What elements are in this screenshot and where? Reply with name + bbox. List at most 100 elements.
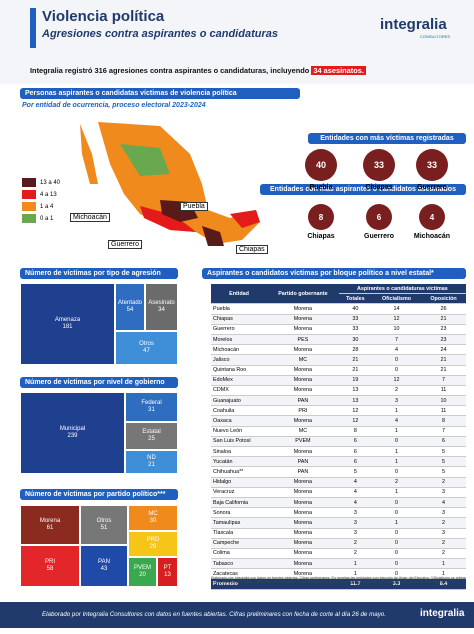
table-cell: Sinaloa bbox=[211, 446, 268, 458]
table-cell: Morena bbox=[267, 477, 339, 488]
treemap: Amenaza 181 Atentado 54 Asesinato 34 Otros 47 bbox=[20, 283, 178, 365]
table-cell: 21 bbox=[338, 354, 373, 366]
table-cell: Puebla bbox=[211, 303, 268, 315]
table-cell: 1 bbox=[420, 558, 466, 570]
table-cell: 2 bbox=[420, 477, 466, 488]
cell-value: 31 bbox=[148, 407, 155, 413]
treemap-cell: Asesinato 34 bbox=[145, 283, 178, 331]
table-cell: Sonora bbox=[211, 507, 268, 519]
table-cell: Morena bbox=[267, 375, 339, 386]
table-cell: 10 bbox=[372, 324, 421, 335]
table-cell: 0 bbox=[372, 507, 421, 519]
circle-label: Guerrero bbox=[417, 184, 447, 191]
table-cell: Morena bbox=[267, 446, 339, 458]
table-cell: 7 bbox=[420, 426, 466, 437]
table-row: Morelos PES 30 7 23 bbox=[211, 334, 466, 346]
table-cell: PAN bbox=[267, 466, 339, 478]
cell-label: PRD bbox=[146, 536, 160, 543]
header-row: Totales Oficialismo Oposición bbox=[211, 293, 466, 305]
table-cell: 21 bbox=[420, 365, 466, 376]
banner-highlight: 34 asesinatos. bbox=[311, 66, 366, 75]
table-cell: Morena bbox=[267, 324, 339, 335]
table-cell: 1 bbox=[420, 568, 466, 580]
table-cell: 1 bbox=[338, 568, 373, 580]
table-cell: 4 bbox=[338, 497, 373, 509]
table-row: Chihuahua** PAN 5 0 5 bbox=[211, 466, 466, 478]
table-cell: 23 bbox=[420, 334, 466, 346]
footer-text: Elaborado por Integralia Consultores con… bbox=[42, 611, 386, 618]
table-cell: 2 bbox=[372, 385, 421, 397]
table-cell: 3 bbox=[338, 507, 373, 519]
table-cell: 14 bbox=[372, 303, 421, 315]
table-cell: 23 bbox=[420, 324, 466, 335]
table-cell: 3 bbox=[420, 528, 466, 539]
legend-swatch bbox=[22, 190, 36, 199]
map-subtitle: Por entidad de ocurrencia, proceso elect… bbox=[22, 102, 206, 109]
table-cell: 1 bbox=[372, 446, 421, 458]
treemap-cell: Morena 61 bbox=[20, 505, 80, 545]
table-cell: 2 bbox=[420, 538, 466, 549]
table-cell: 21 bbox=[338, 365, 373, 376]
table-cell: 6 bbox=[338, 436, 373, 448]
table-cell: 7 bbox=[372, 334, 421, 346]
table-cell: 6 bbox=[338, 446, 373, 458]
table-cell: 2 bbox=[338, 548, 373, 560]
legend-label: 4 a 13 bbox=[40, 191, 57, 198]
table-cell: Michoacán bbox=[211, 344, 268, 356]
table-cell: Morena bbox=[267, 365, 339, 376]
table-row: Coahuila PRI 12 1 11 bbox=[211, 405, 466, 417]
table-cell: Oaxaca bbox=[211, 415, 268, 427]
table-cell: 5 bbox=[338, 466, 373, 478]
victims-title: Entidades con más víctimas registradas bbox=[308, 133, 466, 144]
table-row: Hidalgo Morena 4 2 2 bbox=[211, 477, 466, 488]
column-header: Aspirantes o candidaturas víctimas bbox=[338, 284, 466, 295]
circle: 4 bbox=[419, 204, 445, 230]
table-cell: 0 bbox=[372, 568, 421, 580]
region bbox=[140, 206, 196, 232]
table-cell: 0 bbox=[372, 354, 421, 366]
table-cell: 2 bbox=[420, 517, 466, 529]
table-cell: 1 bbox=[338, 558, 373, 570]
circle: 40 bbox=[305, 149, 337, 181]
table-cell: Chiapas bbox=[211, 314, 268, 325]
subtitle: Agresiones contra aspirantes o candidatu… bbox=[42, 28, 278, 40]
table-cell: 3 bbox=[420, 487, 466, 498]
region bbox=[120, 144, 170, 176]
table-cell: 11 bbox=[420, 385, 466, 397]
table-cell: 1 bbox=[372, 487, 421, 498]
table-cell: 19 bbox=[338, 375, 373, 386]
table-row: Oaxaca Morena 12 4 8 bbox=[211, 415, 466, 427]
table-cell: Yucatán bbox=[211, 456, 268, 468]
cell-label: Amenaza bbox=[54, 316, 81, 323]
banner: Integralia registró 316 agresiones contr… bbox=[30, 66, 366, 75]
column-header: Entidad bbox=[211, 284, 268, 305]
accent bbox=[30, 8, 36, 48]
table-cell: 11 bbox=[420, 405, 466, 417]
cell-value: 58 bbox=[46, 566, 54, 572]
table-cell: Morena bbox=[267, 568, 339, 580]
cell-value: 54 bbox=[126, 307, 134, 313]
table-row: EdoMex Morena 19 12 7 bbox=[211, 375, 466, 386]
table-row: Tabasco Morena 1 0 1 bbox=[211, 558, 466, 570]
table-row: Jalisco MC 21 0 21 bbox=[211, 354, 466, 366]
table-cell: PES bbox=[267, 334, 339, 346]
table-row: Tlaxcala Morena 3 0 3 bbox=[211, 528, 466, 539]
table-row: Michoacán Morena 28 4 24 bbox=[211, 344, 466, 356]
table-cell: San Luis Potosí bbox=[211, 436, 268, 448]
legend-swatch bbox=[22, 214, 36, 223]
table-cell: Quintana Roo bbox=[211, 365, 268, 376]
table-cell: 8.4 bbox=[420, 578, 466, 590]
cell-label: Otros bbox=[139, 340, 154, 347]
table-cell: 2 bbox=[338, 538, 373, 549]
table-cell: MC bbox=[267, 426, 339, 437]
table-row: Yucatán PAN 6 1 5 bbox=[211, 456, 466, 468]
table-cell: 3 bbox=[420, 507, 466, 519]
cell-label: Municipal bbox=[59, 425, 86, 432]
table-cell: 12 bbox=[338, 415, 373, 427]
cell-label: PVEM bbox=[133, 564, 151, 571]
table-cell: 1 bbox=[372, 426, 421, 437]
table-cell: 4 bbox=[338, 477, 373, 488]
table-cell: CDMX bbox=[211, 385, 268, 397]
table-row: Zacatecas Morena 1 0 1 bbox=[211, 568, 466, 580]
region bbox=[230, 210, 260, 228]
